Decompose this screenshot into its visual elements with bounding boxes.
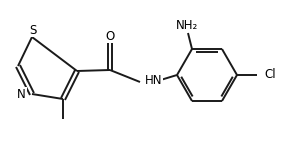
Text: HN: HN [145,73,163,86]
Text: Cl: Cl [264,69,276,82]
Text: N: N [17,88,26,100]
Text: O: O [105,29,115,42]
Text: NH₂: NH₂ [176,18,198,31]
Text: S: S [29,24,37,36]
